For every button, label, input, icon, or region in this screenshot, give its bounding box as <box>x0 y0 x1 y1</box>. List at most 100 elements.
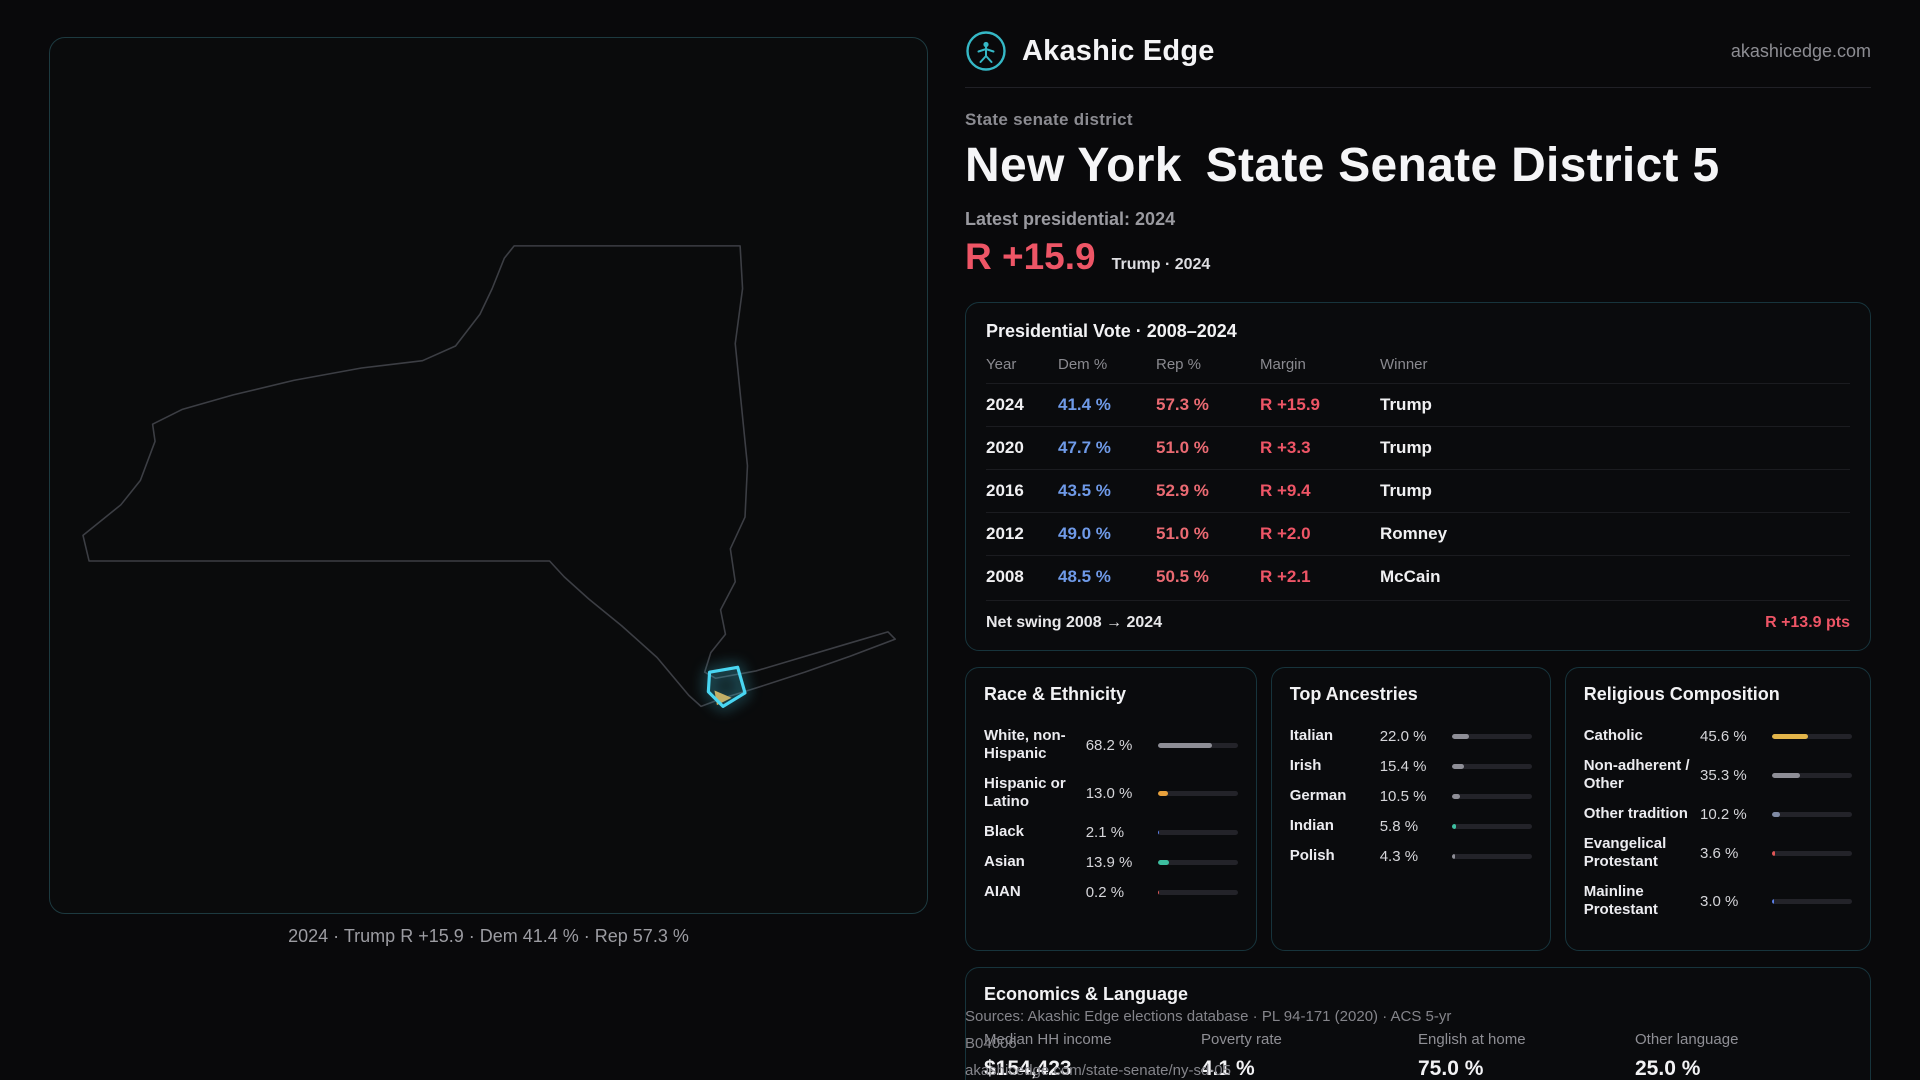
demo-value: 13.0 % <box>1085 784 1133 802</box>
table-row: 2012 49.0 % 51.0 % R +2.0 Romney <box>986 512 1850 555</box>
col-year: Year <box>986 356 1017 373</box>
list-item: Black 2.1 % <box>984 817 1238 847</box>
rep-cell: 50.5 % <box>1156 567 1209 586</box>
dem-cell: 41.4 % <box>1058 395 1111 414</box>
demo-label: Italian <box>1289 727 1334 744</box>
demo-bar-fill <box>1157 790 1169 796</box>
demo-value: 3.6 % <box>1700 844 1739 862</box>
demo-bar-fill <box>1772 733 1809 739</box>
net-swing-value: R +13.9 pts <box>1765 614 1850 631</box>
demo-bar <box>1451 823 1532 829</box>
list-item: Indian 5.8 % <box>1290 811 1532 841</box>
demo-bar-fill <box>1772 850 1775 856</box>
list-item: German 10.5 % <box>1290 781 1532 811</box>
demo-bar <box>1157 790 1238 796</box>
demo-label: Mainline Protestant <box>1583 883 1658 918</box>
demo-bar <box>1772 850 1852 856</box>
list-item: AIAN 0.2 % <box>984 877 1238 907</box>
margin-cell: R +15.9 <box>1260 395 1321 414</box>
demo-value: 22.0 % <box>1379 727 1427 745</box>
rep-cell: 52.9 % <box>1156 481 1209 500</box>
col-rep: Rep % <box>1156 356 1202 373</box>
demo-bar-fill <box>1451 793 1461 799</box>
year-cell: 2008 <box>986 567 1024 586</box>
religious-composition-card: Religious Composition Catholic 45.6 % No… <box>1564 667 1871 951</box>
demo-bar-fill <box>1772 811 1781 817</box>
stat-other-language: Other language 25.0 % <box>1635 1031 1852 1080</box>
header-divider <box>965 87 1871 88</box>
demo-bar-fill <box>1772 898 1775 904</box>
detail-column: Akashic Edge akashicedge.com State senat… <box>965 30 1871 1080</box>
list-item: Non-adherent / Other 35.3 % <box>1584 751 1852 799</box>
district-5-shape[interactable] <box>706 665 747 708</box>
rep-cell: 51.0 % <box>1156 524 1209 543</box>
economics-card-title: Economics & Language <box>984 984 1189 1004</box>
winner-cell: McCain <box>1380 567 1441 586</box>
stat-label: Other language <box>1635 1031 1739 1048</box>
winner-cell: Trump <box>1380 481 1432 500</box>
year-cell: 2024 <box>986 395 1024 414</box>
demo-value: 45.6 % <box>1700 727 1747 745</box>
presidential-table-header: Year Dem % Rep % Margin Winner <box>986 356 1850 383</box>
demo-bar <box>1772 733 1852 739</box>
list-item: Mainline Protestant 3.0 % <box>1584 877 1852 925</box>
presidential-vote-card: Presidential Vote · 2008–2024 Year Dem %… <box>965 302 1871 651</box>
district-type-kicker: State senate district <box>965 110 1133 129</box>
col-dem: Dem % <box>1058 356 1108 373</box>
demo-label: Asian <box>984 853 1025 870</box>
net-swing-row: Net swing 2008 → 2024 R +13.9 pts <box>986 600 1850 632</box>
stat-value: $154,423 <box>984 1057 1072 1080</box>
race-rows: White, non-Hispanic 68.2 % Hispanic or L… <box>984 721 1238 907</box>
year-cell: 2020 <box>986 438 1024 457</box>
margin-cell: R +3.3 <box>1260 438 1311 457</box>
demo-label: White, non-Hispanic <box>984 727 1066 762</box>
margin-cell: R +2.1 <box>1260 567 1311 586</box>
demo-label: Non-adherent / Other <box>1583 757 1690 792</box>
table-row: 2020 47.7 % 51.0 % R +3.3 Trump <box>986 426 1850 469</box>
margin-value: R +15.9 <box>965 236 1096 277</box>
site-domain-link[interactable]: akashicedge.com <box>1730 40 1871 61</box>
list-item: Evangelical Protestant 3.6 % <box>1584 829 1852 877</box>
demo-value: 3.0 % <box>1700 892 1739 910</box>
demo-bar <box>1451 763 1532 769</box>
year-cell: 2012 <box>986 524 1024 543</box>
presidential-card-title: Presidential Vote · 2008–2024 <box>986 321 1237 341</box>
demo-bar <box>1157 742 1238 748</box>
footer-permalink[interactable]: akashicedge.com/state-senate/ny-sd-05 <box>965 1062 1231 1079</box>
table-row: 2024 41.4 % 57.3 % R +15.9 Trump <box>986 383 1850 426</box>
demo-value: 2.1 % <box>1085 823 1125 841</box>
religion-rows: Catholic 45.6 % Non-adherent / Other 35.… <box>1584 721 1852 925</box>
stat-poverty-rate: Poverty rate 4.1 % <box>1201 1031 1418 1080</box>
race-ethnicity-card: Race & Ethnicity White, non-Hispanic 68.… <box>965 667 1257 951</box>
demo-label: Catholic <box>1583 727 1643 744</box>
dem-cell: 47.7 % <box>1058 438 1111 457</box>
stat-median-income: Median HH income $154,423 <box>984 1031 1201 1080</box>
demo-bar <box>1157 889 1238 895</box>
demo-bar-fill <box>1451 733 1470 739</box>
demo-label: Irish <box>1289 757 1322 774</box>
demo-value: 5.8 % <box>1379 817 1419 835</box>
table-row: 2008 48.5 % 50.5 % R +2.1 McCain <box>986 555 1850 598</box>
net-swing-label: Net swing 2008 → 2024 <box>986 614 1163 631</box>
demo-label: Indian <box>1289 817 1334 834</box>
demo-bar-fill <box>1157 829 1160 835</box>
akashic-edge-logo-icon <box>965 30 1007 72</box>
dem-cell: 43.5 % <box>1058 481 1111 500</box>
demo-label: Other tradition <box>1583 805 1688 822</box>
page-footer: Sources: Akashic Edge elections database… <box>965 1003 1505 1080</box>
list-item: Polish 4.3 % <box>1290 841 1532 871</box>
map-caption: 2024 · Trump R +15.9 · Dem 41.4 % · Rep … <box>288 926 689 946</box>
list-item: Catholic 45.6 % <box>1584 721 1852 751</box>
demo-bar <box>1157 859 1238 865</box>
table-row: 2016 43.5 % 52.9 % R +9.4 Trump <box>986 469 1850 512</box>
demo-label: German <box>1289 787 1347 804</box>
demo-bar <box>1772 772 1852 778</box>
demo-bar <box>1772 811 1852 817</box>
demo-bar-fill <box>1451 823 1457 829</box>
col-winner: Winner <box>1380 356 1428 373</box>
dem-cell: 48.5 % <box>1058 567 1111 586</box>
page-title: New York State Senate District 5 <box>965 138 1871 193</box>
stat-value: 75.0 % <box>1418 1057 1484 1080</box>
demo-bar-fill <box>1451 853 1456 859</box>
